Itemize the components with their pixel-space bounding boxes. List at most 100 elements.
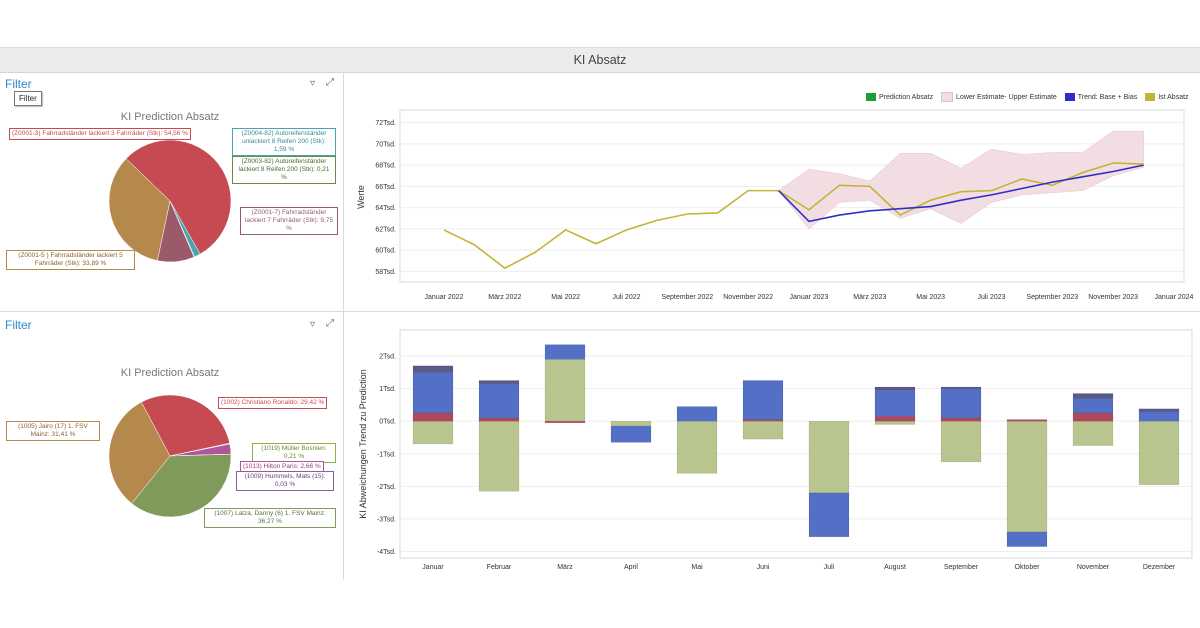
series-prediction (778, 162, 1144, 217)
bar-chart[interactable]: 2Tsd. 1Tsd. 0Tsd. -1Tsd. -2Tsd. -3Tsd. -4Tsd. K… (344, 318, 1200, 580)
pie-chart-bottom[interactable] (0, 312, 344, 580)
bar-segment[interactable] (1138, 420, 1180, 485)
bar-segment[interactable] (478, 383, 520, 419)
bar-segment[interactable] (544, 359, 586, 422)
pie-label: (1002) Christiano Ronaldo: 29,42 % (218, 397, 328, 409)
bar-segment[interactable] (478, 420, 520, 492)
bar-segment[interactable] (676, 420, 718, 474)
pie-label: (1019) Müller Bosnien: 0,21 % (252, 443, 336, 463)
bar-segment[interactable] (940, 386, 982, 389)
filter-tooltip-button[interactable]: Filter (14, 91, 42, 106)
estimate-band (778, 130, 1144, 230)
x-tick-label: Januar 2024 (1155, 294, 1194, 301)
y-tick-label: 2Tsd. (379, 354, 396, 361)
clear-filter-icon[interactable]: ▿ (310, 78, 316, 89)
y-tick-label: 70Tsd. (375, 141, 396, 148)
pie-label: (1005) Jairo (17) 1. FSV Mainz: 31,41 % (6, 421, 100, 441)
y-tick-label: -2Tsd. (377, 484, 396, 491)
bar-segment[interactable] (610, 425, 652, 443)
bar-segment[interactable] (940, 388, 982, 419)
x-tick-label: November 2022 (723, 294, 773, 301)
bar-segment[interactable] (478, 380, 520, 384)
x-tick-label: Oktober (1015, 564, 1041, 571)
plot-frame (399, 329, 1193, 559)
pie-slice[interactable] (131, 453, 232, 518)
legend-item[interactable]: Trend: Base + Bias (1064, 93, 1137, 101)
bar-segment[interactable] (1072, 398, 1114, 414)
bar-segment[interactable] (1138, 411, 1180, 422)
bar-segment[interactable] (1006, 531, 1048, 547)
line-chart[interactable]: 58Tsd. 60Tsd. 62Tsd. 64Tsd. 66Tsd. 68Tsd. 70Ts… (344, 80, 1200, 310)
bar-segment[interactable] (874, 420, 916, 425)
bar-segment[interactable] (940, 420, 982, 463)
page-title: KI Absatz (573, 53, 627, 67)
x-tick-label: Juli 2022 (612, 294, 640, 301)
pie-slice[interactable] (141, 394, 230, 457)
bar-segment[interactable] (544, 420, 586, 424)
bar-segment[interactable] (478, 417, 520, 422)
fullscreen-icon[interactable]: ⤢ (326, 77, 334, 88)
x-tick-label: März 2022 (488, 294, 521, 301)
series-ist-absatz (443, 189, 779, 270)
bar-segment[interactable] (1138, 408, 1180, 412)
legend-item[interactable]: Ist Absatz (1145, 93, 1189, 101)
legend-item[interactable]: Lower Estimate- Upper Estimate (941, 92, 1057, 102)
pie-label: (1007) Latza, Danny (6) 1. FSV Mainz: 36… (204, 508, 336, 528)
y-tick-label: 0Tsd. (379, 419, 396, 426)
bar-segment[interactable] (874, 386, 916, 391)
y-tick-label: 64Tsd. (375, 205, 396, 212)
pie-slice[interactable] (125, 139, 232, 255)
y-tick-label: 62Tsd. (375, 226, 396, 233)
bar-segment[interactable] (412, 420, 454, 445)
bar-segment[interactable] (808, 420, 850, 494)
bar-segment[interactable] (874, 390, 916, 417)
bar-segment[interactable] (412, 412, 454, 422)
legend-item[interactable]: Prediction Absatz (866, 93, 933, 101)
x-tick-label: März 2023 (853, 294, 886, 301)
y-tick-label: -4Tsd. (377, 549, 396, 556)
bar-segment[interactable] (1072, 420, 1114, 446)
fullscreen-icon[interactable]: ⤢ (326, 318, 334, 329)
bar-segment[interactable] (808, 492, 850, 538)
bar-segment[interactable] (412, 365, 454, 373)
plot-frame (399, 109, 1185, 283)
x-tick-label: September (944, 564, 979, 571)
x-tick-label: Mai 2023 (916, 294, 945, 301)
pie-label: (Z0001-5 ) Fahrradständer lackiert 5 Fah… (6, 250, 135, 270)
y-axis-title: Werte (356, 185, 366, 209)
y-tick-label: 72Tsd. (375, 120, 396, 127)
bar-segment[interactable] (1006, 420, 1048, 533)
bar-segment[interactable] (1006, 419, 1048, 422)
x-tick-label: März (557, 564, 573, 571)
clear-filter-icon[interactable]: ▿ (310, 319, 316, 330)
bar-segment[interactable] (610, 420, 652, 427)
x-tick-label: Mai 2022 (551, 294, 580, 301)
bar-segment[interactable] (742, 380, 784, 420)
pie-slice[interactable] (108, 401, 171, 504)
bar-segment[interactable] (874, 416, 916, 422)
x-tick-label: Juli 2023 (977, 294, 1005, 301)
dashboard-title-bar: KI Absatz (0, 47, 1200, 73)
x-tick-label: Juli (824, 564, 835, 571)
pane-divider-horizontal (0, 311, 1200, 312)
x-tick-label: Januar 2023 (790, 294, 829, 301)
bar-segment[interactable] (742, 420, 784, 440)
y-tick-label: 1Tsd. (379, 386, 396, 393)
y-tick-label: 68Tsd. (375, 163, 396, 170)
x-tick-label: Dezember (1143, 564, 1176, 571)
filter-title-bottom[interactable]: Filter (5, 318, 32, 332)
pane-divider-vertical (343, 72, 344, 580)
x-tick-label: Mai (691, 564, 703, 571)
filter-title-top[interactable]: Filter (5, 77, 32, 91)
bar-segment[interactable] (412, 372, 454, 414)
x-tick-label: November 2023 (1088, 294, 1138, 301)
bar-segment[interactable] (544, 344, 586, 360)
bar-segment[interactable] (940, 417, 982, 422)
pie-slice[interactable] (108, 158, 171, 261)
bar-segment[interactable] (1072, 412, 1114, 422)
bar-segment[interactable] (1072, 393, 1114, 399)
pie-chart-top[interactable] (0, 72, 344, 312)
bar-segment[interactable] (676, 406, 718, 422)
y-tick-label: -1Tsd. (377, 451, 396, 458)
y-tick-label: 66Tsd. (375, 184, 396, 191)
